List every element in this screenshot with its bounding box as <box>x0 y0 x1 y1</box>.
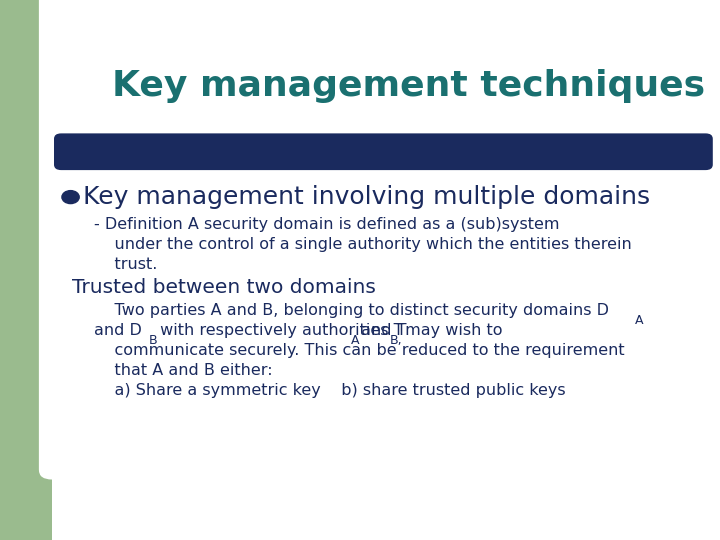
Text: Key management involving multiple domains: Key management involving multiple domain… <box>83 185 650 209</box>
Text: Trusted between two domains: Trusted between two domains <box>72 278 376 297</box>
FancyBboxPatch shape <box>54 133 713 170</box>
Bar <box>0 0 52 540</box>
Text: and T: and T <box>356 323 407 338</box>
Text: a) Share a symmetric key    b) share trusted public keys: a) Share a symmetric key b) share truste… <box>94 383 565 398</box>
Circle shape <box>62 191 79 204</box>
Text: that A and B either:: that A and B either: <box>94 363 272 378</box>
Text: under the control of a single authority which the entities therein: under the control of a single authority … <box>94 237 631 252</box>
Text: A: A <box>635 314 644 327</box>
Text: A: A <box>351 334 359 347</box>
Text: and D: and D <box>94 323 141 338</box>
Text: communicate securely. This can be reduced to the requirement: communicate securely. This can be reduce… <box>94 343 624 358</box>
Bar <box>0 0 266 151</box>
Text: trust.: trust. <box>94 256 157 272</box>
Text: - Definition A security domain is defined as a (sub)system: - Definition A security domain is define… <box>94 217 559 232</box>
Text: B: B <box>149 334 158 347</box>
Bar <box>266 0 720 151</box>
Text: may wish to: may wish to <box>400 323 502 338</box>
FancyBboxPatch shape <box>39 0 720 480</box>
Text: Key management techniques: Key management techniques <box>112 70 705 103</box>
Text: B,: B, <box>390 334 403 347</box>
Text: Two parties A and B, belonging to distinct security domains D: Two parties A and B, belonging to distin… <box>94 303 608 318</box>
Text: with respectively authorities T: with respectively authorities T <box>155 323 403 338</box>
